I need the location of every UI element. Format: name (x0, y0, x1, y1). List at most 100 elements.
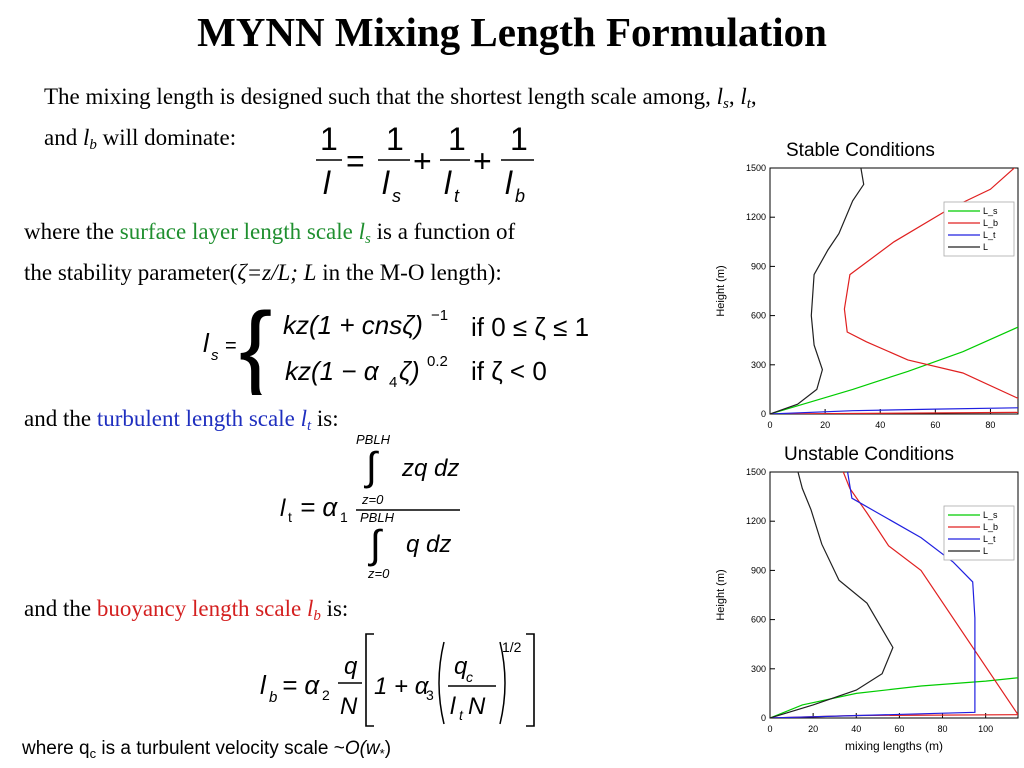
lt-den-lower: z=0 (367, 566, 390, 581)
y-tick-label: 0 (761, 409, 766, 419)
legend-label: L_s (983, 510, 998, 520)
footer-close: ) (384, 738, 392, 759)
series-line-l (770, 472, 894, 718)
eq1-lb-sub: b (515, 186, 525, 206)
legend-label: L_b (983, 522, 998, 532)
surface-line2-a: the stability parameter( (24, 260, 238, 285)
buoy-symbol-sub: b (313, 608, 321, 624)
y-axis-label: Height (m) (715, 569, 727, 620)
ls-sub: s (723, 96, 729, 112)
lt-lhs: l (280, 495, 286, 522)
series-line-l-t (770, 472, 976, 718)
y-tick-label: 1500 (746, 467, 766, 477)
footer-sub: c (89, 746, 97, 761)
x-tick-label: 20 (820, 420, 830, 430)
turb-term: turbulent length scale (96, 406, 295, 431)
x-tick-label: 40 (875, 420, 885, 430)
legend-label: L_t (983, 230, 996, 240)
harmonic-mixing-length-equation: 1 l = 1 l s + 1 l t + 1 l b (316, 121, 534, 206)
footer-note: where qc is a turbulent velocity scale ~… (22, 738, 391, 761)
legend-label: L (983, 242, 988, 252)
surface-layer-paragraph: where the surface layer length scale ls … (24, 215, 664, 289)
ls-case2-cond: if ζ < 0 (471, 356, 547, 386)
lt-den-upper: PBLH (360, 510, 395, 525)
surface-line2-b: in the M-O length): (322, 260, 502, 285)
ls-symbol: l (716, 84, 724, 109)
eq1-ls-sub: s (392, 186, 401, 206)
y-tick-label: 300 (751, 360, 766, 370)
y-tick-label: 300 (751, 664, 766, 674)
legend-label: L (983, 546, 988, 556)
eq1-l: l (323, 165, 331, 201)
left-bracket (365, 633, 374, 727)
lb-sub: b (89, 137, 97, 153)
buoy-symbol: l (306, 596, 314, 621)
x-tick-label: 80 (938, 724, 948, 734)
series-line-l-s (770, 677, 1018, 718)
stable-chart-title: Stable Conditions (786, 140, 935, 161)
ls-equals: = (225, 335, 237, 357)
left-paren (438, 641, 445, 725)
surface-term: surface layer length scale (119, 219, 353, 244)
legend-label: L_b (983, 218, 998, 228)
x-tick-label: 100 (978, 724, 993, 734)
series-line-l (770, 168, 865, 414)
lb-lt-sub: t (459, 707, 464, 723)
series-line-l-t (770, 407, 1018, 414)
lb-lhs-sub: b (269, 689, 277, 706)
eq1-numerator-lb: 1 (510, 121, 528, 157)
surface-length-scale-equation: l s = { kz(1 + cnsζ) −1 if 0 ≤ ζ ≤ 1 kz(… (203, 292, 589, 395)
x-tick-label: 20 (808, 724, 818, 734)
footer-text: where q (22, 738, 90, 759)
lb-one-plus-alpha: 1 + α (374, 673, 430, 700)
y-tick-label: 600 (751, 615, 766, 625)
lb-alpha3-sub: 3 (426, 687, 434, 703)
unstable-chart-title: Unstable Conditions (784, 444, 955, 465)
footer-w: (w (359, 738, 380, 759)
lt-equals-alpha: = α (300, 492, 338, 522)
buoy-term: buoyancy length scale (96, 596, 302, 621)
stable-conditions-chart: 0 300 600 900 1200 1500 0 20 40 60 80 Height (m) L_s… (715, 163, 1019, 430)
ls-lhs-sub: s (211, 347, 219, 364)
y-tick-label: 900 (751, 261, 766, 271)
x-tick-label: 60 (930, 420, 940, 430)
eq1-ls: l (382, 165, 390, 201)
intro-paragraph: The mixing length is designed such that … (44, 84, 757, 153)
turb-symbol: l (300, 406, 307, 431)
left-brace: { (239, 292, 272, 395)
lb-alpha2-sub: 2 (322, 687, 330, 703)
lb-exponent: 1/2 (502, 639, 522, 655)
right-bracket (526, 633, 535, 727)
y-tick-label: 1500 (746, 163, 766, 173)
eq1-lb: l (505, 165, 513, 201)
legend-box (943, 505, 1015, 561)
x-tick-label: 0 (767, 420, 772, 430)
footer-wsub: * (379, 746, 385, 761)
x-tick-label: 80 (985, 420, 995, 430)
ls-case2-sub: 4 (389, 374, 397, 391)
surface-symbol-sub: s (365, 231, 371, 247)
eq1-plus-1: + (413, 143, 432, 179)
ls-case1: kz(1 + cnsζ) (283, 310, 423, 340)
ls-case2: kz(1 − α (285, 356, 380, 386)
footer-O: O (344, 738, 360, 759)
turb-symbol-sub: t (306, 418, 312, 434)
surface-pre: where the (24, 219, 115, 244)
buoyancy-length-scale-equation: l b = α 2 q N 1 + α 3 q c l t N 1/2 (260, 633, 535, 727)
intro-text: The mixing length is designed such that … (44, 84, 711, 109)
eq1-numerator-ls: 1 (386, 121, 404, 157)
lt-num-lower: z=0 (361, 492, 384, 507)
lb-equals-alpha: = α (282, 670, 320, 700)
eq1-numerator: 1 (320, 121, 338, 157)
eq1-numerator-lt: 1 (448, 121, 466, 157)
y-tick-label: 1200 (746, 516, 766, 526)
lt-lhs-sub: t (288, 509, 292, 525)
y-tick-label: 0 (761, 713, 766, 723)
legend-box (943, 201, 1015, 257)
y-axis-label: Height (m) (715, 265, 727, 316)
legend-label: L_s (983, 206, 998, 216)
lt-sub: t (746, 96, 751, 112)
intro-and: and (44, 125, 78, 150)
lb-lt: l (450, 693, 456, 720)
buoy-pre: and the (24, 596, 92, 621)
